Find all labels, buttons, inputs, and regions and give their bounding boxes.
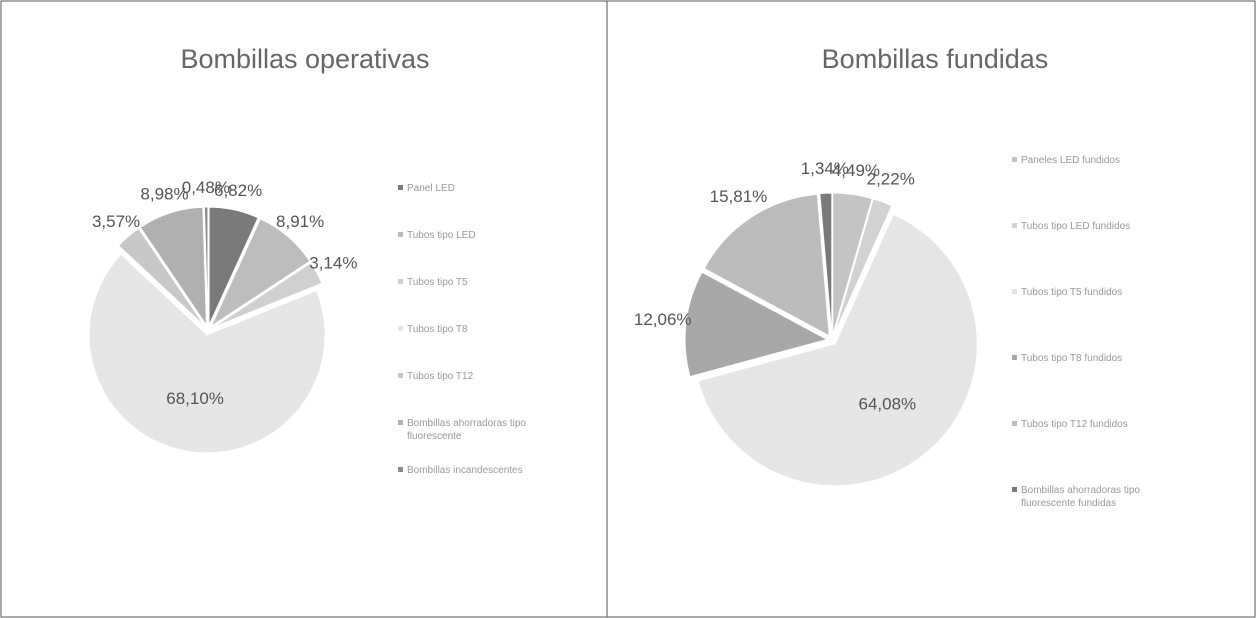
data-label: 8,98% xyxy=(140,185,188,204)
data-label: 6,82% xyxy=(214,181,262,200)
legend-label: Tubos tipo T12 fundidos xyxy=(1021,419,1128,430)
legend-label: Tubos tipo T5 xyxy=(407,277,468,288)
legend-swatch xyxy=(1012,355,1017,360)
pie-slice xyxy=(88,253,326,454)
data-label: 3,14% xyxy=(309,254,357,273)
data-label: 12,06% xyxy=(634,310,692,329)
pie-slice xyxy=(703,193,830,337)
legend-swatch xyxy=(1012,421,1017,426)
legend-label: Paneles LED fundidos xyxy=(1021,155,1120,166)
legend-swatch xyxy=(398,420,403,425)
legend-label: Panel LED xyxy=(407,183,455,194)
legend-label: Tubos tipo T12 xyxy=(407,371,474,382)
pie-slice xyxy=(832,192,873,336)
legend-swatch xyxy=(398,373,403,378)
legend-label: Bombillas ahorradoras tipo fluorescente xyxy=(407,418,526,442)
pie-slice xyxy=(819,192,833,336)
pie-slice xyxy=(203,206,209,326)
legend-swatch xyxy=(1012,157,1017,162)
legend-swatch xyxy=(398,467,403,472)
data-label: 68,10% xyxy=(166,389,224,408)
pie-slice xyxy=(139,206,208,327)
panel-border xyxy=(606,0,1256,618)
legend-label: Tubos tipo T5 fundidos xyxy=(1021,287,1122,298)
data-label: 3,57% xyxy=(92,212,140,231)
chart-title: Bombillas operativas xyxy=(180,44,429,74)
pie-slice xyxy=(117,227,206,327)
legend-swatch xyxy=(398,185,403,190)
data-label: 64,08% xyxy=(858,394,916,413)
pie-slice xyxy=(208,206,259,326)
pie-slice xyxy=(210,218,311,328)
data-label: 0,48% xyxy=(182,178,230,197)
data-label: 4,49% xyxy=(832,161,880,180)
legend-label: Tubos tipo T8 xyxy=(407,324,468,335)
data-label: 1,34% xyxy=(801,159,849,178)
legend-swatch xyxy=(1012,289,1017,294)
legend-swatch xyxy=(398,279,403,284)
legend-label: Bombillas incandescentes xyxy=(407,465,523,476)
legend-swatch xyxy=(398,326,403,331)
legend-label: Tubos tipo T8 fundidos xyxy=(1021,353,1122,364)
legend-label: Tubos tipo LED fundidos xyxy=(1021,221,1130,232)
legend-swatch xyxy=(398,232,403,237)
legend-swatch xyxy=(1012,487,1017,492)
pie-slice xyxy=(697,213,978,487)
data-label: 8,91% xyxy=(276,212,324,231)
legend-swatch xyxy=(1012,223,1017,228)
legend-label: Bombillas ahorradoras tipo fluorescente f… xyxy=(1021,485,1140,509)
legend-label: Tubos tipo LED xyxy=(407,230,476,241)
pie-slice xyxy=(684,271,829,378)
pie-slice xyxy=(833,198,893,336)
chart-title: Bombillas fundidas xyxy=(822,44,1049,74)
data-label: 2,22% xyxy=(867,170,915,189)
data-label: 15,81% xyxy=(710,187,768,206)
pie-slice xyxy=(212,262,323,329)
